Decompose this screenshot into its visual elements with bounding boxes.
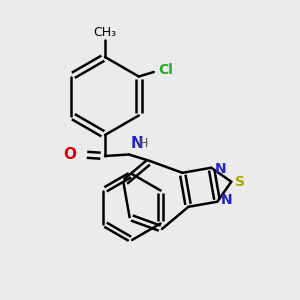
Text: N: N <box>130 136 143 151</box>
Text: CH₃: CH₃ <box>93 26 117 39</box>
Text: H: H <box>139 137 148 150</box>
Text: O: O <box>63 147 76 162</box>
Text: N: N <box>214 162 226 176</box>
Text: Cl: Cl <box>158 64 173 77</box>
Text: S: S <box>236 175 245 189</box>
Text: N: N <box>220 193 232 207</box>
